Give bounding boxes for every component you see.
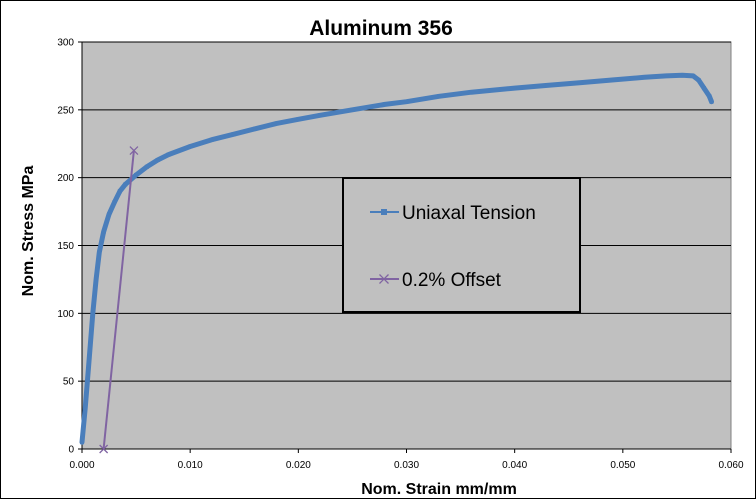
data-point <box>90 311 95 316</box>
y-tick-label: 0 <box>68 445 74 456</box>
data-point <box>107 212 112 217</box>
x-axis-label: Nom. Strain mm/mm <box>361 481 517 498</box>
data-point <box>577 80 582 85</box>
x-tick-label: 0.020 <box>286 460 311 471</box>
y-tick-label: 50 <box>63 377 75 388</box>
y-tick-label: 100 <box>57 309 74 320</box>
x-tick-label: 0.040 <box>502 460 527 471</box>
data-point <box>701 86 706 91</box>
data-point <box>112 200 117 205</box>
y-tick-label: 250 <box>57 105 74 116</box>
data-point <box>97 250 102 255</box>
data-point <box>545 83 550 88</box>
data-point <box>691 73 696 78</box>
data-point <box>696 77 701 82</box>
legend-marker <box>379 274 389 284</box>
legend-marker <box>381 209 387 215</box>
data-point <box>642 75 647 80</box>
data-point <box>83 406 88 411</box>
series-layer <box>79 72 714 454</box>
data-point <box>350 107 355 112</box>
legend: Uniaxal Tension 0.2% Offset <box>342 177 581 313</box>
data-point <box>680 73 685 78</box>
tick-labels: 0 50 100 150 200 250 300 0.000 0.010 0.020 0.030 0.… <box>57 38 744 472</box>
x-tick-label: 0.000 <box>69 460 94 471</box>
data-point <box>231 132 236 137</box>
y-tick-label: 300 <box>57 38 74 49</box>
x-tick-label: 0.030 <box>394 460 419 471</box>
data-point <box>209 137 214 142</box>
y-tick-label: 150 <box>57 241 74 252</box>
data-point <box>99 444 109 454</box>
data-point <box>253 126 258 131</box>
y-axis-label: Nom. Stress MPa <box>20 166 37 297</box>
data-point <box>166 152 171 157</box>
data-point <box>129 146 139 155</box>
data-point <box>123 182 128 187</box>
data-point <box>274 121 279 126</box>
legend-label: Uniaxal Tension <box>402 203 536 224</box>
legend-label: 0.2% Offset <box>402 270 502 291</box>
data-point <box>155 158 160 163</box>
data-point <box>469 90 474 95</box>
data-point <box>610 77 615 82</box>
data-point <box>404 99 409 104</box>
data-point <box>709 99 714 104</box>
data-point <box>80 440 84 445</box>
y-tick-label: 200 <box>57 173 74 184</box>
data-point <box>512 86 517 91</box>
data-point <box>144 164 149 169</box>
x-tick-label: 0.060 <box>718 460 743 471</box>
data-point <box>382 102 387 107</box>
data-point <box>664 73 669 78</box>
series-offset-line <box>99 146 139 454</box>
x-tick-label: 0.050 <box>610 460 635 471</box>
data-point <box>188 144 193 149</box>
series-line <box>102 150 135 450</box>
data-point <box>94 277 99 282</box>
data-point <box>296 117 301 122</box>
data-point <box>86 365 91 370</box>
legend-box <box>342 177 581 313</box>
data-point <box>707 94 712 99</box>
data-point <box>317 113 322 118</box>
chart-title: Aluminum 356 <box>309 17 453 40</box>
data-point <box>101 229 106 234</box>
data-point <box>436 94 441 99</box>
data-point <box>117 189 122 194</box>
data-point <box>134 172 139 177</box>
series-uniaxal-tension <box>79 72 714 445</box>
x-tick-label: 0.010 <box>178 460 203 471</box>
